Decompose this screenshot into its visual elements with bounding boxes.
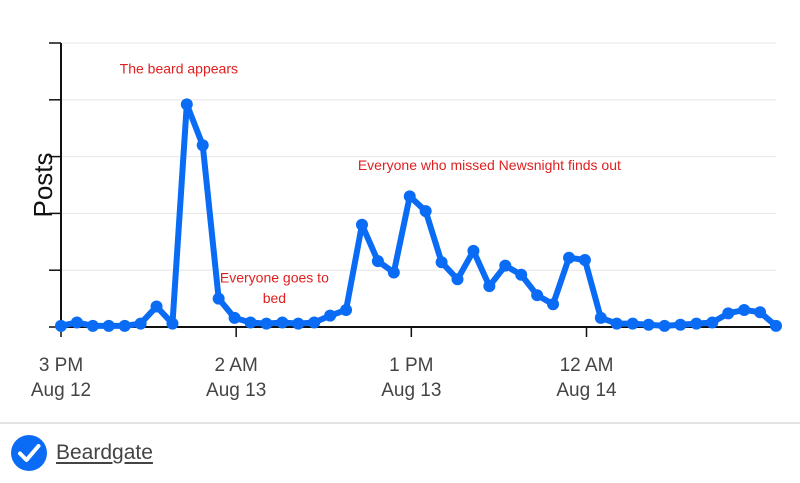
data-point-21 [387, 266, 400, 279]
data-point-10 [212, 292, 225, 305]
data-point-12 [244, 316, 257, 329]
data-point-18 [340, 303, 353, 316]
annotation-1: Everyone goes to [220, 270, 329, 286]
data-point-8 [180, 98, 193, 111]
data-point-23 [419, 205, 432, 218]
data-point-25 [451, 273, 464, 286]
x-tick-label-date-3: Aug 14 [556, 380, 617, 401]
data-point-14 [276, 316, 289, 329]
checkmark-circle-icon[interactable] [11, 435, 47, 471]
data-point-4 [118, 319, 131, 332]
data-point-26 [467, 244, 480, 257]
data-point-38 [658, 319, 671, 332]
x-tick-label-date-0: Aug 12 [31, 380, 91, 401]
data-point-2 [86, 319, 99, 332]
line-chart: Posts 3 PM Aug 12 2 AM Aug 13 1 PM Aug 13 12 A… [28, 42, 782, 401]
data-point-16 [308, 316, 321, 329]
data-point-15 [292, 317, 305, 330]
data-point-42 [722, 307, 735, 320]
data-point-37 [642, 318, 655, 331]
data-point-13 [260, 317, 273, 330]
y-axis-label: Posts [28, 152, 58, 217]
series-points [55, 98, 782, 332]
data-point-17 [324, 309, 337, 322]
x-tick-label-time-1: 2 AM [215, 355, 258, 376]
data-point-36 [626, 317, 639, 330]
x-tick-label-date-2: Aug 13 [381, 380, 441, 401]
data-point-34 [594, 311, 607, 324]
x-axis-ticks: 3 PM Aug 12 2 AM Aug 13 1 PM Aug 13 12 AM Aug 1… [31, 327, 617, 401]
series-line-beardgate [58, 101, 779, 329]
data-point-19 [355, 218, 368, 231]
data-point-39 [674, 318, 687, 331]
annotations: The beard appears Everyone goes to bed Ever… [120, 61, 621, 306]
data-point-31 [547, 298, 560, 311]
annotation-2: bed [263, 290, 286, 306]
data-point-27 [483, 280, 496, 293]
x-tick-label-date-1: Aug 13 [206, 380, 266, 401]
data-point-41 [706, 316, 719, 329]
data-point-43 [738, 303, 751, 316]
data-point-44 [754, 306, 767, 319]
data-point-6 [150, 300, 163, 313]
data-point-11 [228, 311, 241, 324]
data-point-1 [70, 316, 83, 329]
x-tick-label-time-0: 3 PM [39, 355, 83, 376]
data-point-28 [499, 259, 512, 272]
data-point-22 [403, 190, 416, 203]
data-point-5 [134, 317, 147, 330]
data-point-35 [610, 317, 623, 330]
data-point-7 [166, 317, 179, 330]
data-point-3 [102, 319, 115, 332]
annotation-3: Everyone who missed Newsnight finds out [358, 157, 621, 173]
legend-label-beardgate[interactable]: Beardgate [56, 441, 153, 464]
data-point-33 [578, 253, 591, 266]
data-point-0 [55, 319, 67, 332]
data-point-30 [531, 289, 544, 302]
data-point-45 [770, 319, 782, 332]
x-tick-label-time-3: 12 AM [560, 355, 614, 376]
data-point-40 [690, 317, 703, 330]
data-point-20 [371, 255, 384, 268]
data-point-32 [562, 251, 575, 264]
x-tick-label-time-2: 1 PM [389, 355, 433, 376]
annotation-0: The beard appears [120, 61, 238, 77]
gridlines [49, 42, 776, 328]
data-point-9 [196, 139, 209, 152]
data-point-24 [435, 256, 448, 269]
data-point-29 [515, 268, 528, 281]
legend-bar: Beardgate [0, 422, 800, 483]
